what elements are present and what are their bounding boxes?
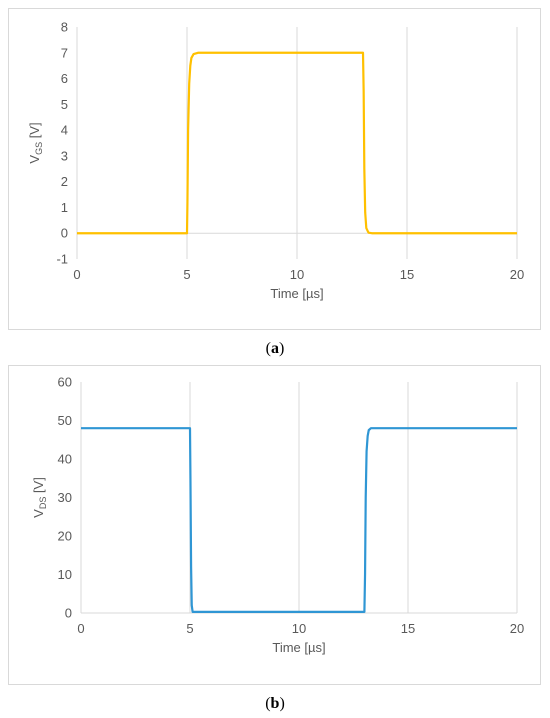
chart-a-ytick-label: -1 bbox=[56, 252, 68, 267]
chart-a-x-axis-title: Time [µs] bbox=[270, 286, 323, 301]
caption-a-label: a bbox=[271, 340, 279, 357]
chart-a-y-axis-title: VGS [V] bbox=[27, 122, 44, 163]
chart-b-ytick-label: 10 bbox=[58, 567, 72, 582]
chart-b-svg: 0 10 20 30 40 50 60 0 5 10 15 20 Time [µs] VDS [V] bbox=[31, 375, 524, 656]
chart-a-ytick-label: 3 bbox=[61, 148, 68, 163]
chart-b-ytick-label: 30 bbox=[58, 490, 72, 505]
chart-a-xtick-label: 10 bbox=[290, 267, 304, 282]
chart-a-y-axis-title-sub: GS bbox=[34, 142, 44, 155]
chart-a-ytick-label: 8 bbox=[61, 20, 68, 35]
chart-b-xtick-label: 10 bbox=[292, 621, 306, 636]
chart-a-series-line bbox=[77, 51, 517, 235]
chart-b-ytick-label: 50 bbox=[58, 413, 72, 428]
chart-b-ytick-label: 20 bbox=[58, 529, 72, 544]
caption-b-label: b bbox=[270, 695, 280, 712]
chart-a-ytick-label: 1 bbox=[61, 200, 68, 215]
chart-b-ytick-label: 60 bbox=[58, 375, 72, 390]
chart-panel-a: -1 0 1 2 3 4 5 6 7 8 0 5 10 15 20 Time [µs] VGS [V] bbox=[8, 8, 541, 330]
caption-b: (b) bbox=[265, 695, 285, 712]
chart-b-y-axis-title: VDS [V] bbox=[31, 477, 48, 518]
chart-a-xtick-label: 0 bbox=[73, 267, 80, 282]
chart-a-ytick-label: 2 bbox=[61, 174, 68, 189]
caption-a: (a) bbox=[265, 340, 285, 357]
chart-b-ytick-label: 0 bbox=[65, 606, 72, 621]
chart-a-ytick-label: 4 bbox=[61, 123, 68, 138]
chart-a-ytick-label: 0 bbox=[61, 226, 68, 241]
chart-a-xtick-label: 15 bbox=[400, 267, 414, 282]
chart-a-y-axis-title-main: V bbox=[27, 155, 42, 164]
chart-a-xtick-label: 5 bbox=[183, 267, 190, 282]
chart-a-svg: -1 0 1 2 3 4 5 6 7 8 0 5 10 15 20 Time [µs] VGS [V] bbox=[27, 20, 524, 302]
chart-a-ytick-label: 7 bbox=[61, 45, 68, 60]
chart-b-y-axis-title-sub: DS bbox=[38, 497, 48, 510]
chart-b-xtick-label: 20 bbox=[510, 621, 524, 636]
chart-b-y-axis-title-main: V bbox=[31, 509, 46, 518]
chart-a-xtick-label: 20 bbox=[510, 267, 524, 282]
chart-b-xtick-label: 5 bbox=[186, 621, 193, 636]
chart-b-xtick-label: 15 bbox=[401, 621, 415, 636]
chart-b-series-line bbox=[81, 427, 517, 613]
chart-a-y-axis-title-unit: [V] bbox=[27, 122, 42, 142]
chart-b-x-axis-title: Time [µs] bbox=[272, 640, 325, 655]
chart-b-ytick-label: 40 bbox=[58, 452, 72, 467]
chart-a-ytick-label: 5 bbox=[61, 97, 68, 112]
chart-a-ytick-label: 6 bbox=[61, 71, 68, 86]
chart-panel-b: 0 10 20 30 40 50 60 0 5 10 15 20 Time [µs] VDS [V] bbox=[8, 365, 541, 685]
chart-b-xtick-label: 0 bbox=[77, 621, 84, 636]
chart-b-y-axis-title-unit: [V] bbox=[31, 477, 46, 497]
